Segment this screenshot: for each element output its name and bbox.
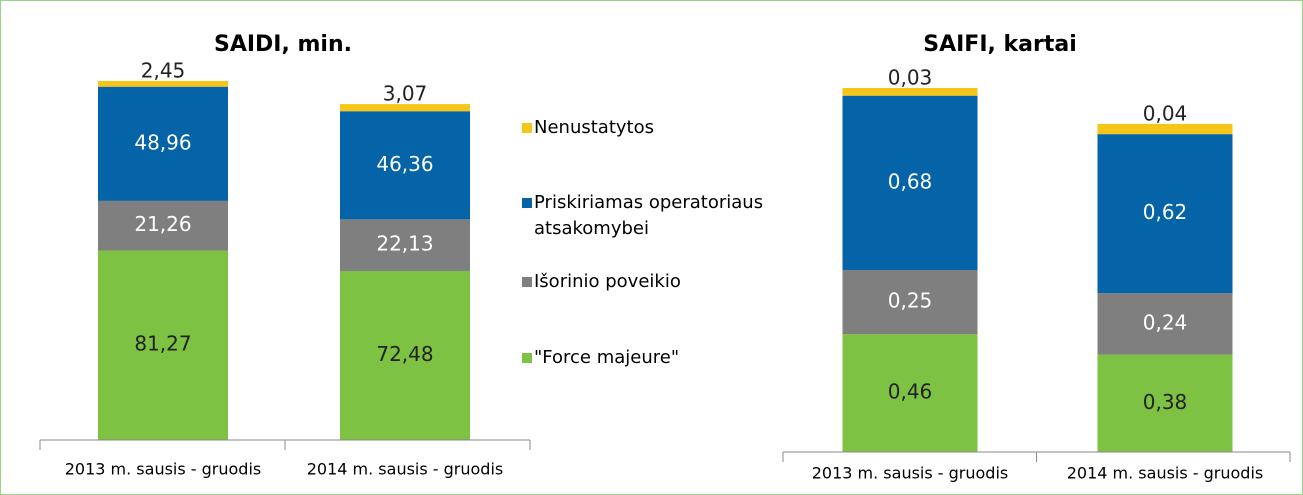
chart-title: SAIFI, kartai: [923, 32, 1077, 57]
bar-segment: [98, 81, 228, 87]
bar-segment: [340, 219, 470, 271]
bar-segment: [1097, 354, 1233, 452]
legend-label: "Force majeure": [534, 347, 680, 368]
legend-swatch: [522, 353, 532, 363]
bar-segment: [98, 86, 228, 201]
x-tick-label: 2013 m. sausis - gruodis: [812, 464, 1009, 483]
data-label: 0,46: [888, 380, 933, 404]
legend-item: "Force majeure": [522, 345, 812, 371]
data-label: 0,62: [1143, 200, 1188, 224]
bar-segment: [98, 250, 228, 440]
chart-title: SAIDI, min.: [214, 32, 352, 57]
data-label: 81,27: [134, 332, 191, 356]
bar-segment: [1097, 123, 1233, 135]
data-label: 0,24: [1143, 310, 1188, 334]
bar-segment: [842, 334, 978, 452]
data-label: 0,38: [1143, 390, 1188, 414]
x-tick-label: 2014 m. sausis - gruodis: [307, 460, 504, 479]
data-label: 0,25: [888, 289, 933, 313]
data-label: 0,04: [1143, 101, 1188, 125]
legend-label: Priskiriamas operatoriaus atsakomybei: [534, 192, 764, 239]
data-label: 0,03: [888, 66, 933, 90]
bar-segment: [1097, 134, 1233, 294]
data-label: 46,36: [376, 152, 433, 176]
bar-segment: [340, 104, 470, 112]
bar-segment: [842, 95, 978, 270]
legend-swatch: [522, 277, 532, 287]
data-label: 3,07: [383, 82, 428, 106]
legend-swatch: [522, 123, 532, 133]
bar-segment: [842, 270, 978, 335]
legend-item: Priskiriamas operatoriaus atsakomybei: [522, 190, 812, 242]
data-label: 48,96: [134, 130, 191, 154]
data-label: 22,13: [376, 232, 433, 256]
bar-segment: [1097, 293, 1233, 355]
bar-segment: [340, 270, 470, 440]
bar-segment: [340, 111, 470, 220]
legend-swatch: [522, 198, 532, 208]
data-label: 2,45: [141, 59, 186, 83]
x-tick-label: 2014 m. sausis - gruodis: [1067, 464, 1264, 483]
bar-segment: [842, 88, 978, 96]
legend-label: Nenustatytos: [534, 117, 654, 138]
data-label: 21,26: [134, 212, 191, 236]
data-label: 0,68: [888, 169, 933, 193]
legend-item: Nenustatytos: [522, 115, 812, 141]
legend-item: Išorinio poveikio: [522, 269, 812, 295]
data-label: 72,48: [376, 342, 433, 366]
legend-label: Išorinio poveikio: [534, 271, 681, 292]
bar-segment: [98, 200, 228, 251]
x-tick-label: 2013 m. sausis - gruodis: [65, 460, 262, 479]
